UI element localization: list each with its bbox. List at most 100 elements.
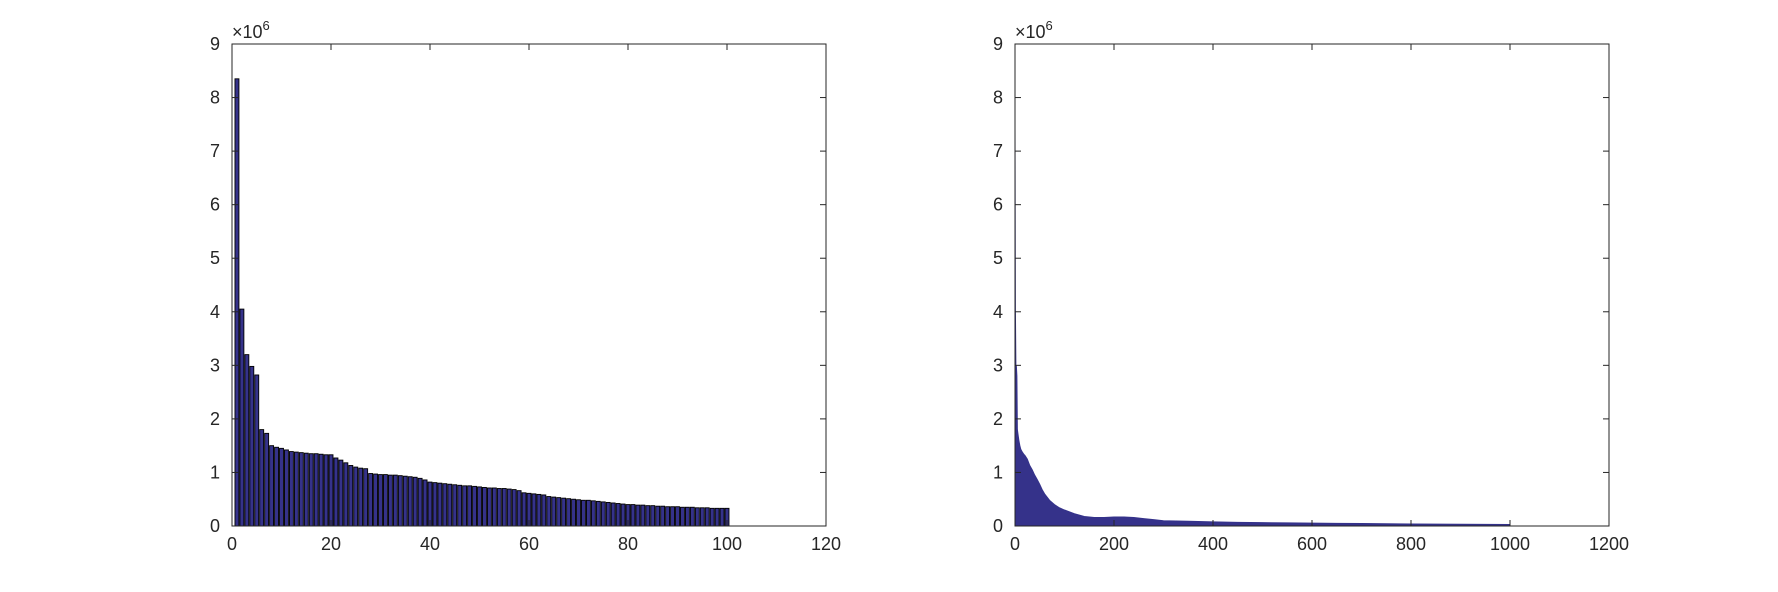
bar	[531, 493, 537, 527]
bar	[303, 452, 309, 527]
y-tick-label: 0	[210, 516, 220, 536]
bar	[288, 451, 294, 527]
bar	[576, 499, 581, 527]
bar	[348, 465, 354, 527]
bar	[620, 503, 626, 527]
y-tick-label: 6	[210, 195, 220, 215]
bar	[308, 453, 314, 527]
bar	[610, 502, 616, 527]
bar	[561, 497, 567, 527]
bar	[368, 473, 374, 527]
x-tick-label: 400	[1198, 534, 1228, 554]
bar	[472, 485, 477, 527]
bar	[566, 498, 572, 527]
bar	[323, 454, 329, 527]
bar	[516, 490, 522, 527]
x-tick-label: 100	[712, 534, 742, 554]
bar	[650, 505, 656, 527]
y-tick-label: 8	[993, 88, 1003, 108]
x-tick-label: 80	[618, 534, 638, 554]
x-tick-label: 1000	[1490, 534, 1530, 554]
x-tick-label: 20	[321, 534, 341, 554]
y-tick-label: 0	[993, 516, 1003, 536]
bar	[387, 474, 393, 527]
bar	[298, 452, 304, 527]
bar	[655, 505, 661, 527]
bar	[378, 474, 383, 527]
bar	[402, 475, 408, 527]
bar	[254, 374, 260, 527]
bar	[462, 485, 468, 527]
bar	[427, 481, 433, 527]
y-tick-label: 2	[993, 409, 1003, 429]
y-exponent-label: ×106	[1015, 18, 1053, 42]
bar	[694, 507, 700, 527]
bar	[536, 493, 542, 527]
bar	[585, 499, 591, 527]
bar	[630, 504, 636, 527]
x-tick-label: 60	[519, 534, 539, 554]
y-tick-label: 5	[993, 248, 1003, 268]
bar	[714, 507, 720, 527]
bar	[373, 473, 378, 527]
bar	[437, 482, 443, 527]
x-tick-label: 0	[1010, 534, 1020, 554]
bar	[665, 506, 671, 527]
bar	[699, 507, 705, 527]
y-tick-label: 8	[210, 88, 220, 108]
bar	[447, 483, 453, 527]
bar	[392, 474, 398, 527]
bar	[645, 505, 651, 527]
bar	[477, 486, 482, 527]
x-tick-label: 120	[811, 534, 841, 554]
bar	[486, 487, 492, 527]
bar	[541, 494, 547, 527]
axes-box	[1014, 43, 1610, 527]
y-tick-label: 5	[210, 248, 220, 268]
bar	[353, 466, 359, 527]
bar	[521, 492, 527, 527]
y-tick-label: 7	[210, 141, 220, 161]
bar	[363, 468, 369, 527]
bar	[239, 308, 245, 527]
bar	[635, 504, 641, 527]
y-tick-label: 1	[210, 462, 220, 482]
x-tick-label: 600	[1297, 534, 1327, 554]
y-tick-label: 9	[210, 34, 220, 54]
bar	[274, 446, 279, 527]
bar	[417, 477, 423, 527]
x-tick-label: 800	[1396, 534, 1426, 554]
bar	[259, 429, 265, 527]
bar	[684, 506, 690, 527]
bar	[407, 476, 413, 527]
area-series	[1014, 78, 1511, 527]
bar	[501, 488, 507, 527]
bar	[293, 451, 299, 527]
bar	[234, 78, 240, 527]
x-tick-label: 1200	[1589, 534, 1629, 554]
x-tick-label: 0	[227, 534, 237, 554]
bar	[244, 354, 250, 527]
bar	[397, 475, 403, 527]
y-tick-label: 3	[993, 355, 1003, 375]
bar	[605, 501, 611, 527]
bar	[313, 453, 319, 527]
bar	[333, 457, 339, 527]
bar	[546, 496, 552, 527]
y-tick-label: 4	[210, 302, 220, 322]
bar	[660, 505, 666, 527]
bar	[506, 488, 512, 527]
bar	[318, 453, 324, 527]
bar	[482, 486, 487, 527]
bar	[284, 449, 289, 527]
y-tick-label: 6	[993, 195, 1003, 215]
bar	[467, 485, 473, 527]
y-tick-label: 4	[993, 302, 1003, 322]
bar	[581, 499, 586, 527]
bar	[496, 488, 502, 527]
x-tick-label: 200	[1099, 534, 1129, 554]
bar	[452, 484, 458, 527]
right-area-chart: 0 200 400 600 800 1000 1200 0 1 2 3 4 5 6 7 8 9 ×106	[993, 18, 1629, 554]
bar	[491, 487, 497, 527]
bar	[719, 507, 725, 527]
